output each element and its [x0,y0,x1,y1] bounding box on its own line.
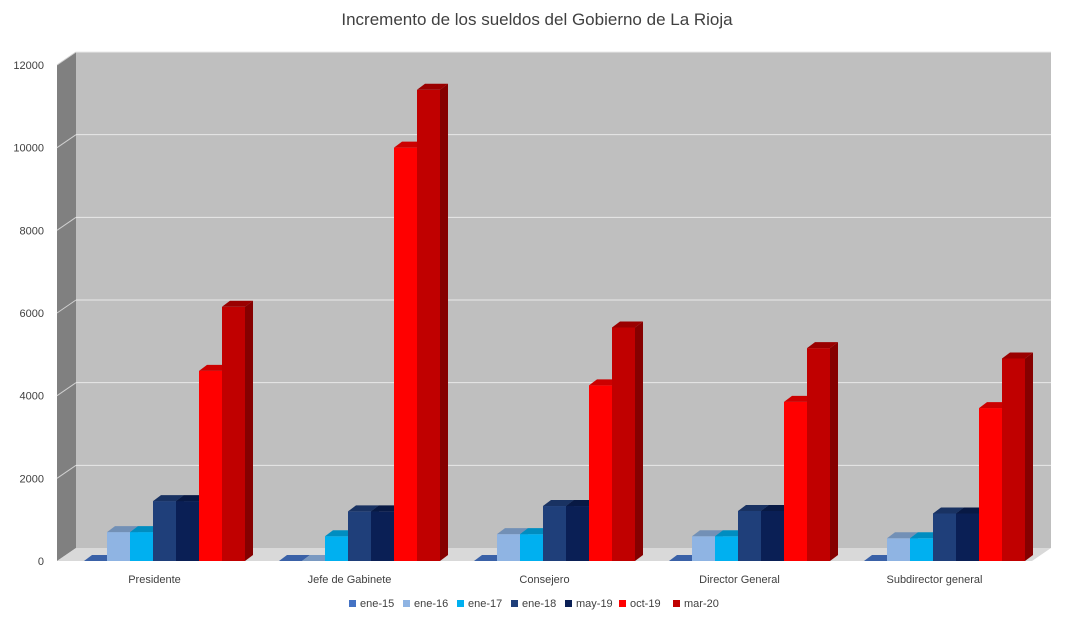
legend-label: ene-18 [522,598,556,610]
bar-top [933,507,964,514]
legend-swatch [403,600,410,607]
bar-top [612,321,643,328]
bar-top [738,504,769,511]
gridline-side [56,134,77,149]
bar-top [807,342,838,349]
legend-item: mar-20 [673,598,719,610]
bar [807,342,838,561]
bar-top [348,505,379,512]
bar-front [497,534,520,561]
legend: ene-15 ene-16 ene-17 ene-18 may-19 oct-19 mar-… [349,598,719,610]
bar-front [176,501,199,561]
legend-label: mar-20 [684,598,719,610]
legend-label: oct-19 [630,598,661,610]
legend-swatch [565,600,572,607]
bar-front [543,506,566,561]
bar-front [520,534,543,561]
bar-top [417,83,448,90]
bar-front [761,510,784,561]
x-category-label: Jefe de Gabinete [308,574,392,586]
bar-top [279,555,310,561]
bar-front [1002,358,1025,561]
bar-side [245,300,253,561]
bar-side [635,321,643,561]
bar-side [440,83,448,562]
gridline-side [56,382,77,397]
legend-swatch [349,600,356,607]
bar-front [715,536,738,561]
bar-side [1025,352,1033,561]
bar-front [738,510,761,561]
chart-title: Incremento de los sueldos del Gobierno d… [341,10,733,29]
bar-front [348,511,371,561]
y-tick-label: 8000 [20,225,44,237]
legend-item: oct-19 [619,598,661,610]
x-category-label: Subdirector general [886,574,982,586]
bar-front [153,501,176,561]
legend-label: ene-16 [414,598,448,610]
bar-top [1002,352,1033,359]
bar-front [417,89,440,562]
gridline-side [56,464,77,479]
bar-front [566,506,589,561]
bar-front [887,538,910,561]
y-tick-label: 4000 [20,391,44,403]
bar-front [589,385,612,561]
bar-front [979,408,1002,561]
gridline-side [56,51,77,66]
bar-front [807,348,830,561]
bar-top [692,530,723,537]
x-category-label: Director General [699,574,780,586]
bar-front [910,538,933,561]
legend-item: ene-18 [511,598,556,610]
gridline-side [56,216,77,231]
bar-top [107,526,138,533]
bar-front [325,536,348,561]
legend-swatch [457,600,464,607]
bar-front [371,511,394,561]
bar [417,83,448,562]
legend-item: ene-16 [403,598,448,610]
legend-swatch [511,600,518,607]
bar-front [692,536,715,561]
bar-side [830,342,838,561]
bar-top [153,495,184,502]
y-tick-label: 2000 [20,473,44,485]
plot-area: 0 2000 4000 6000 8000 10000 12000 Presidente Jef… [13,51,1051,586]
bar-front [107,532,130,561]
bar-front [612,327,635,561]
legend-item: may-19 [565,598,613,610]
bar-top [543,500,574,507]
bar [1002,352,1033,561]
legend-label: ene-17 [468,598,502,610]
x-category-label: Consejero [519,574,569,586]
bar-top [222,300,253,307]
bar-top [887,532,918,539]
gridline-side [56,299,77,314]
y-tick-label: 10000 [13,143,44,155]
bar-top [497,528,528,535]
bar [279,555,310,561]
bar-front [130,532,153,561]
legend-label: may-19 [576,598,613,610]
bar-front [222,306,245,561]
bar [612,321,643,561]
legend-item: ene-15 [349,598,394,610]
bar-front [394,147,417,561]
legend-item: ene-17 [457,598,502,610]
bar-front [199,370,222,561]
bar-front [933,513,956,561]
legend-label: ene-15 [360,598,394,610]
y-tick-label: 0 [38,556,44,568]
x-category-label: Presidente [128,574,181,586]
bar-front [956,513,979,561]
legend-swatch [673,600,680,607]
y-tick-label: 12000 [13,60,44,72]
bar-front [784,401,807,561]
bar [222,300,253,561]
legend-swatch [619,600,626,607]
y-tick-label: 6000 [20,308,44,320]
